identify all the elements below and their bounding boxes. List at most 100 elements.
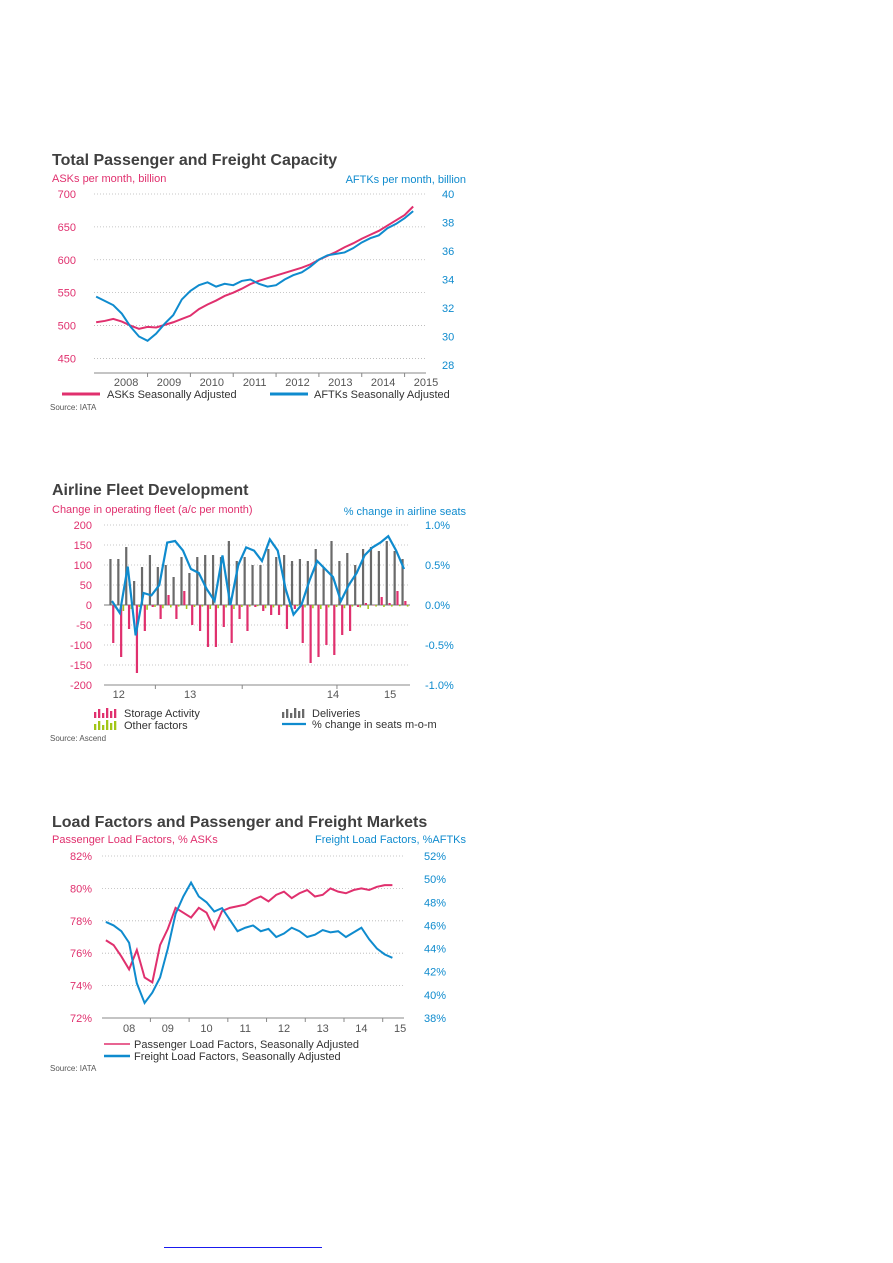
y2-axis-label: % change in airline seats bbox=[343, 506, 466, 518]
other-factors-bar bbox=[146, 605, 148, 610]
other-factors-bar bbox=[122, 605, 125, 611]
other-factors-bar bbox=[359, 605, 362, 608]
legend-swatch-other bbox=[94, 724, 97, 730]
other-factors-bar bbox=[367, 605, 369, 609]
legend-swatch-other bbox=[114, 721, 117, 730]
asks-series-line bbox=[95, 205, 414, 330]
storage-bar bbox=[293, 605, 296, 609]
other-factors-bar bbox=[304, 605, 306, 608]
legend-label-freight: Freight Load Factors, Seasonally Adjuste… bbox=[134, 1051, 341, 1063]
legend-swatch-other bbox=[110, 723, 113, 730]
deliveries-bar bbox=[133, 581, 136, 605]
other-factors-bar bbox=[138, 605, 140, 607]
x-tick-label: 12 bbox=[113, 689, 125, 701]
x-tick-label: 2013 bbox=[328, 377, 352, 389]
storage-bar bbox=[364, 603, 367, 605]
storage-bar bbox=[325, 605, 328, 645]
y-tick-label: 550 bbox=[58, 288, 76, 300]
y-tick-label: 700 bbox=[58, 189, 76, 201]
footer-link-underline[interactable] bbox=[164, 1247, 322, 1248]
passenger-lf-line bbox=[105, 884, 393, 984]
legend-label-passenger: Passenger Load Factors, Seasonally Adjus… bbox=[134, 1039, 359, 1051]
y2-tick-label: 34 bbox=[442, 275, 454, 287]
x-tick-label: 13 bbox=[184, 689, 196, 701]
chart-source: Source: Ascend bbox=[50, 734, 107, 743]
deliveries-bar bbox=[140, 567, 144, 605]
other-factors-bar bbox=[201, 605, 204, 607]
y2-tick-label: 52% bbox=[424, 851, 446, 863]
storage-bar bbox=[277, 605, 281, 615]
legend-swatch-other bbox=[102, 725, 105, 730]
other-factors-bar bbox=[233, 605, 235, 609]
storage-bar bbox=[262, 605, 265, 611]
y2-tick-label: 38% bbox=[424, 1013, 446, 1025]
other-factors-bar bbox=[185, 605, 188, 609]
other-factors-bar bbox=[391, 605, 393, 607]
storage-bar bbox=[238, 605, 241, 619]
legend-swatch-storage bbox=[94, 712, 97, 718]
deliveries-bar bbox=[259, 565, 262, 605]
deliveries-bar bbox=[401, 559, 404, 605]
storage-bar bbox=[348, 605, 352, 631]
y-tick-label: 0 bbox=[86, 600, 92, 612]
x-tick-label: 09 bbox=[162, 1023, 174, 1035]
other-factors-bar bbox=[343, 605, 346, 609]
chart-title: Total Passenger and Freight Capacity bbox=[52, 152, 338, 169]
storage-bar bbox=[175, 605, 178, 619]
storage-bar bbox=[159, 605, 162, 619]
storage-bar bbox=[167, 595, 170, 605]
x-tick-label: 15 bbox=[384, 689, 396, 701]
storage-bar bbox=[120, 605, 123, 657]
deliveries-bar bbox=[235, 561, 238, 605]
legend-label-deliveries: Deliveries bbox=[312, 708, 361, 720]
y2-axis-label: AFTKs per month, billion bbox=[345, 174, 466, 186]
storage-bar bbox=[191, 605, 194, 625]
x-tick-label: 13 bbox=[317, 1023, 329, 1035]
other-factors-bar bbox=[241, 605, 243, 607]
storage-bar bbox=[135, 605, 139, 673]
storage-bar bbox=[356, 605, 360, 607]
deliveries-bar bbox=[164, 565, 167, 605]
y-tick-label: -100 bbox=[70, 640, 92, 652]
deliveries-bar bbox=[290, 561, 294, 605]
y-tick-label: 80% bbox=[70, 883, 92, 895]
y2-tick-label: 30 bbox=[442, 332, 454, 344]
chart-source: Source: IATA bbox=[50, 1064, 97, 1073]
other-factors-bar bbox=[225, 605, 227, 608]
legend-swatch-deliveries bbox=[298, 711, 301, 718]
deliveries-bar bbox=[204, 555, 207, 605]
storage-bar bbox=[285, 605, 289, 629]
other-factors-bar bbox=[296, 605, 298, 607]
storage-bar bbox=[309, 605, 312, 663]
storage-bar bbox=[143, 605, 146, 631]
y-axis-label: ASKs per month, billion bbox=[52, 173, 167, 185]
other-factors-bar bbox=[383, 605, 385, 607]
y-tick-label: 450 bbox=[58, 353, 76, 365]
y-tick-label: -50 bbox=[76, 620, 92, 632]
y2-tick-label: -1.0% bbox=[425, 680, 454, 692]
storage-bar bbox=[246, 605, 249, 631]
deliveries-bar bbox=[109, 559, 112, 605]
chart-title: Load Factors and Passenger and Freight M… bbox=[52, 814, 428, 831]
other-factors-bar bbox=[320, 605, 322, 609]
deliveries-bar bbox=[267, 549, 270, 605]
y-tick-label: 100 bbox=[74, 560, 92, 572]
storage-bar bbox=[151, 605, 154, 607]
other-factors-bar bbox=[375, 605, 377, 607]
y-axis-label: Passenger Load Factors, % ASKs bbox=[52, 834, 218, 846]
deliveries-bar bbox=[369, 547, 373, 605]
x-tick-label: 2008 bbox=[114, 377, 138, 389]
y-tick-label: 600 bbox=[58, 255, 76, 267]
deliveries-bar bbox=[196, 557, 199, 605]
other-factors-bar bbox=[193, 605, 196, 607]
chart-fleet: Airline Fleet Development Change in oper… bbox=[48, 480, 472, 750]
legend-label-other: Other factors bbox=[124, 720, 188, 732]
y2-tick-label: 42% bbox=[424, 967, 446, 979]
other-factors-bar bbox=[398, 605, 401, 607]
storage-bar bbox=[230, 605, 233, 643]
y-tick-label: 500 bbox=[58, 321, 76, 333]
deliveries-bar bbox=[219, 557, 223, 605]
other-factors-bar bbox=[280, 605, 283, 607]
storage-bar bbox=[388, 603, 391, 605]
chart-plot: 200 150 100 50 0 -50 -100 -150 -200 1.0% 0.5% 0.0% -… bbox=[70, 520, 454, 732]
